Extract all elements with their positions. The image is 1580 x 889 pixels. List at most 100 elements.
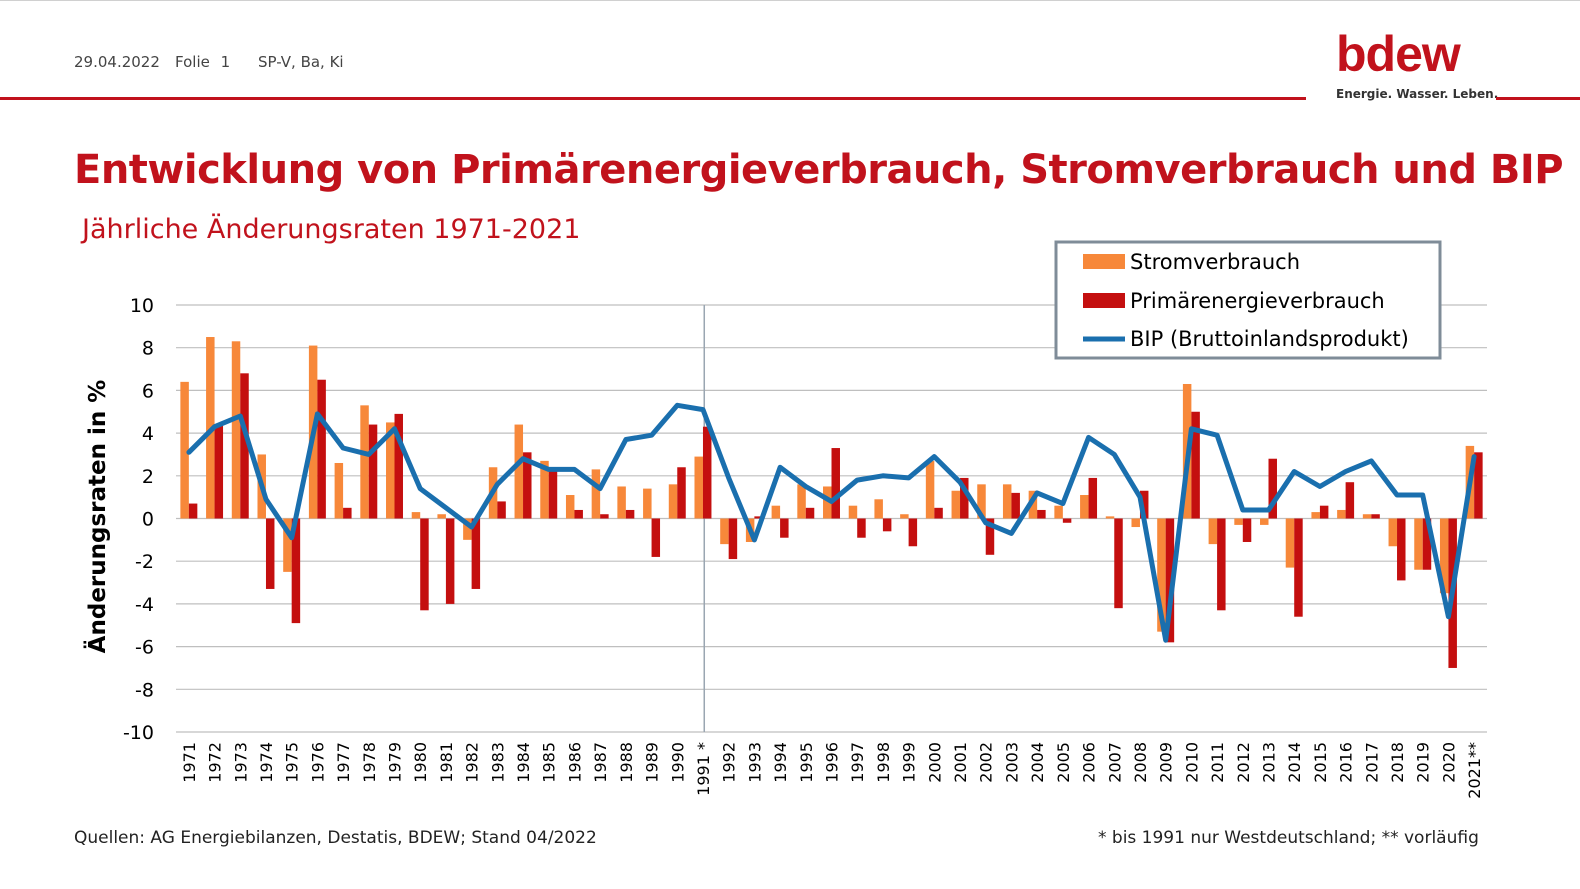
x-tick-label: 1992 [720, 742, 739, 783]
x-tick-label: 1973 [231, 742, 250, 783]
slide-label: Folie [175, 53, 210, 71]
primaer-bar [1011, 492, 1020, 519]
strom-bar [1414, 518, 1423, 570]
primaer-bar [1294, 518, 1303, 617]
legend-bip-label: BIP (Bruttoinlandsprodukt) [1130, 327, 1409, 351]
chart-legend: Stromverbrauch Primärenergieverbrauch BIP … [1054, 240, 1442, 360]
page-subtitle: Jährliche Änderungsraten 1971-2021 [82, 214, 581, 245]
x-tick-label: 2011 [1208, 742, 1227, 783]
primaer-bar [600, 514, 609, 519]
bip-line [186, 402, 1477, 643]
header-rule-right [1496, 97, 1580, 100]
primaer-bar [1397, 518, 1406, 581]
header-slide: Folie 1 [175, 53, 230, 71]
x-tick-label: 2001 [951, 742, 970, 783]
primaer-bar [728, 518, 738, 560]
header-author: SP-V, Ba, Ki [258, 53, 344, 71]
strom-bar [231, 341, 241, 519]
x-tick-label: 1976 [308, 742, 327, 783]
x-tick-label: 1989 [643, 742, 662, 783]
primaer-bar [343, 507, 352, 519]
y-tick-label: 6 [142, 380, 154, 402]
x-tick-label: 1981 [437, 742, 456, 783]
x-tick-label: 1972 [206, 742, 225, 783]
y-tick-label: -8 [135, 679, 154, 701]
x-tick-label: 1994 [771, 742, 790, 783]
y-tick-label: -10 [123, 722, 154, 744]
x-tick-label: 1998 [874, 742, 893, 783]
primaer-bar [651, 518, 661, 557]
x-tick-label: 2016 [1337, 742, 1356, 783]
strom-bar [848, 505, 858, 519]
x-tick-label: 2000 [925, 742, 944, 783]
x-tick-label: 1984 [514, 742, 533, 783]
x-tick-label: 1979 [386, 742, 405, 783]
primaer-bar [1191, 411, 1200, 519]
primaer-bar [934, 507, 943, 519]
x-tick-label: 2019 [1414, 742, 1433, 783]
x-tick-label: 1986 [565, 742, 584, 783]
strom-bar [951, 490, 961, 519]
strom-bar [925, 460, 935, 519]
strom-bar [180, 381, 189, 519]
strom-bar [1131, 518, 1140, 528]
primaer-bar [677, 467, 686, 519]
strom-bar [334, 462, 344, 519]
x-tick-label: 2020 [1439, 742, 1458, 783]
primaer-bar [368, 424, 378, 519]
strom-bar [1234, 518, 1243, 525]
strom-bar [771, 505, 781, 519]
strom-bar [1337, 509, 1346, 519]
legend-primaer-swatch [1083, 293, 1125, 308]
chart-bip-line [186, 402, 1477, 643]
strom-bar [1388, 518, 1398, 547]
x-tick-label: 2015 [1311, 742, 1330, 783]
primaer-bar [445, 518, 455, 604]
x-tick-label: 1980 [411, 742, 430, 783]
x-tick-label: 1983 [488, 742, 507, 783]
x-tick-label: 1997 [848, 742, 867, 783]
strom-bar [1311, 512, 1320, 519]
x-tick-label: 1995 [797, 742, 816, 783]
primaer-bar [754, 516, 763, 519]
x-tick-label: 2002 [977, 742, 996, 783]
x-tick-label: 1987 [591, 742, 610, 783]
primaer-bar [780, 518, 789, 538]
x-tick-label: 2014 [1285, 742, 1304, 783]
strom-bar [1080, 495, 1089, 519]
page-title: Entwicklung von Primärenergieverbrauch, … [74, 147, 1564, 193]
primaer-bar [702, 426, 712, 519]
x-tick-label: 2004 [1028, 742, 1047, 783]
primaer-bar [908, 518, 918, 547]
y-tick-label: -6 [135, 637, 154, 659]
x-tick-label: 1977 [334, 742, 353, 783]
legend-primaer-label: Primärenergieverbrauch [1130, 289, 1385, 313]
chart-axes: 10 8 6 4 2 0 -2 -4 -6 -8 -10 1971 1972 1973 1974 1975 19… [83, 295, 1484, 799]
strom-bar [386, 422, 395, 519]
legend-strom-label: Stromverbrauch [1130, 250, 1300, 274]
x-tick-label: 2018 [1388, 742, 1407, 783]
x-tick-label: 2009 [1157, 742, 1176, 783]
strom-bar [1439, 518, 1449, 594]
primaer-bar [317, 379, 326, 519]
primaer-bar [497, 501, 506, 519]
x-tick-label: 1999 [900, 742, 919, 783]
x-tick-label: 2017 [1362, 742, 1381, 783]
logo-tagline: Energie. Wasser. Leben. [1336, 87, 1499, 101]
strom-bar [1260, 518, 1269, 525]
strom-bar [360, 405, 369, 519]
primaer-bar [625, 509, 635, 519]
x-tick-label: 1974 [257, 742, 276, 783]
x-tick-label: 1988 [617, 742, 636, 783]
bdew-logo: bdew [1336, 26, 1461, 82]
y-axis-title: Änderungsraten in % [83, 380, 111, 654]
strom-bar [411, 512, 421, 519]
footer-sources: Quellen: AG Energiebilanzen, Destatis, B… [74, 828, 597, 848]
primaer-bar [985, 518, 995, 555]
strom-bar [591, 469, 601, 519]
slide-number: 1 [220, 53, 231, 71]
y-tick-label: 8 [142, 338, 154, 360]
strom-bar [1208, 518, 1218, 545]
y-tick-label: 10 [130, 295, 154, 317]
